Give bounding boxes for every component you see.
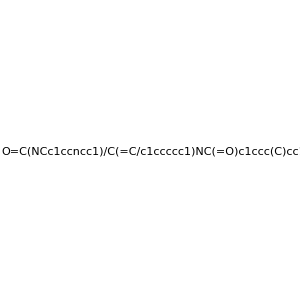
Text: O=C(NCc1ccncc1)/C(=C/c1ccccc1)NC(=O)c1ccc(C)cc1: O=C(NCc1ccncc1)/C(=C/c1ccccc1)NC(=O)c1cc… xyxy=(2,146,300,157)
